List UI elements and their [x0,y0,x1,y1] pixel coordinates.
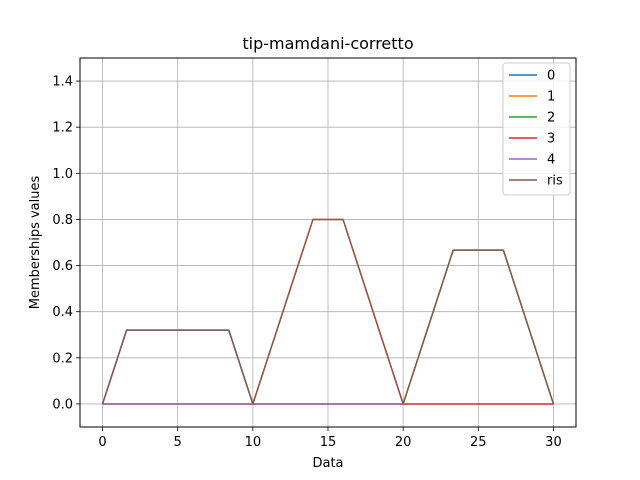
x-axis-label: Data [312,456,343,471]
y-tick-label: 1.0 [52,167,73,182]
y-tick-label: 0.4 [52,305,73,320]
series-layer [101,218,555,405]
legend-label-0: 0 [547,69,555,84]
legend-label-4: 4 [547,153,555,168]
y-tick-label: 0.6 [52,259,73,274]
legend-label-2: 2 [547,111,555,126]
y-tick-label: 0.0 [52,397,73,412]
legend-label-ris: ris [547,174,563,189]
x-tick-label: 0 [98,435,106,450]
x-tick-label: 30 [545,435,562,450]
legend-label-3: 3 [547,132,555,147]
series-line-ris [101,218,555,405]
chart-title: tip-mamdani-corretto [242,34,413,53]
x-tick-label: 20 [395,435,412,450]
y-tick-label: 0.2 [52,351,73,366]
x-tick-label: 5 [174,435,182,450]
x-tick-label: 10 [245,435,262,450]
legend-label-1: 1 [547,90,555,105]
ticks: 0 5 10 15 20 25 30 0.0 0.2 0.4 0.6 0.8 1.0 1.2 1.4 [52,75,561,450]
y-tick-label: 1.4 [52,75,73,90]
x-tick-label: 25 [470,435,487,450]
y-tick-label: 1.2 [52,121,73,136]
y-axis-label: Memberships values [28,176,43,310]
legend: 0 1 2 3 4 ris [502,62,571,196]
x-tick-label: 15 [320,435,337,450]
y-tick-label: 0.8 [52,213,73,228]
